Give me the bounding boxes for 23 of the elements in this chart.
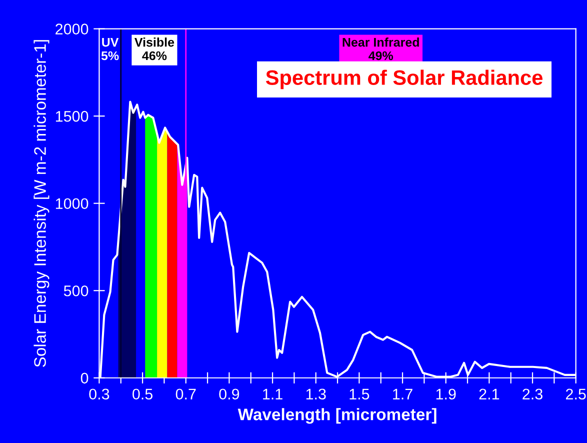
x-tick-label: 1.5: [350, 388, 370, 400]
x-tick-label: 1.3: [306, 388, 326, 400]
y-axis-title: Solar Energy Intensity [W m-2 micrometer-1]: [34, 40, 50, 367]
x-tick-label: 1.7: [393, 388, 412, 400]
x-tick-label: 1.1: [263, 388, 282, 400]
annotation: UV 5%: [101, 38, 119, 60]
y-tick-label: 0: [80, 372, 88, 384]
y-tick-label: 1000: [56, 198, 88, 210]
annotation: Near Infrared 49%: [342, 38, 419, 60]
x-tick-label: 1.9: [436, 388, 456, 400]
y-tick-label: 500: [64, 285, 88, 296]
x-tick-label: 0.5: [132, 388, 153, 400]
text: Spectrum of Solar Radiance: [266, 70, 542, 90]
x-tick-label: 0.9: [219, 388, 240, 400]
x-tick-label: 0.3: [89, 388, 110, 400]
x-tick-label: 2.3: [522, 388, 542, 400]
x-tick-label: 0.7: [176, 388, 196, 400]
y-tick-label: 1500: [56, 110, 88, 122]
x-axis-title: Wavelength [micrometer]: [238, 408, 436, 424]
annotation: Visible 46%: [134, 38, 174, 60]
x-tick-label: 2.5: [566, 388, 586, 400]
y-tick-label: 2000: [56, 24, 88, 34]
x-tick-label: 2.1: [479, 388, 500, 400]
